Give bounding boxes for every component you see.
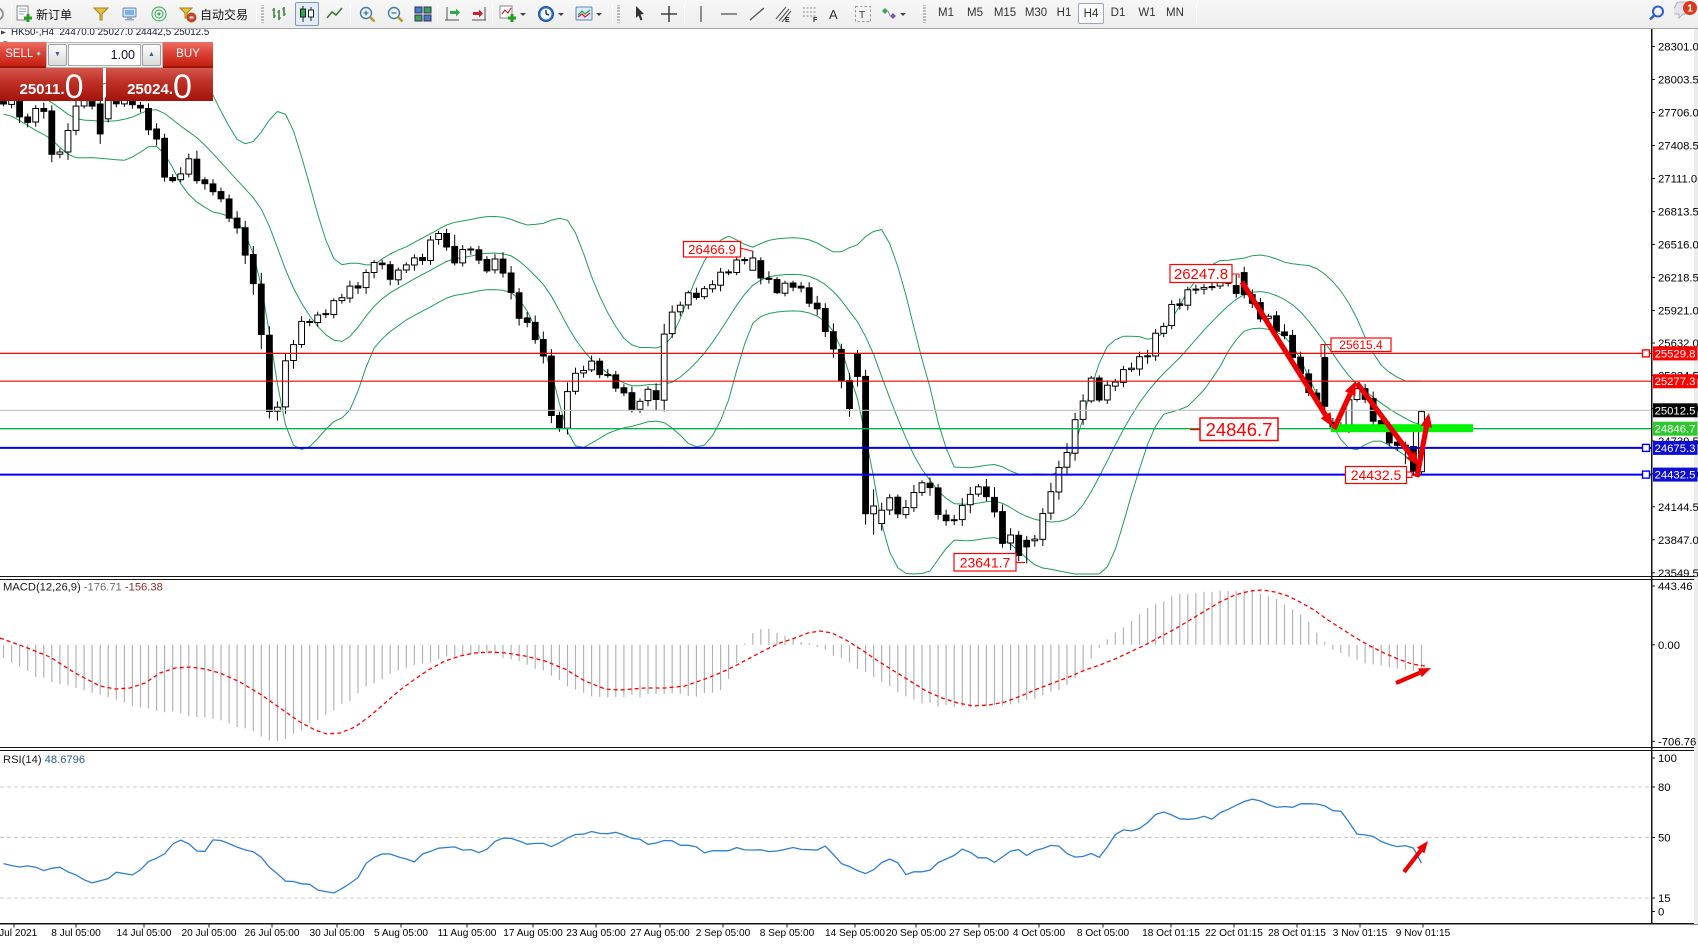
svg-text:27111.0: 27111.0: [1658, 174, 1697, 186]
svg-text:25277.3: 25277.3: [1655, 376, 1696, 388]
svg-text:80: 80: [1658, 782, 1671, 794]
svg-text:15: 15: [1658, 893, 1671, 905]
svg-text:25921.0: 25921.0: [1658, 306, 1698, 318]
svg-text:28 Oct 01:15: 28 Oct 01:15: [1268, 928, 1326, 939]
svg-text:20 Jul 05:00: 20 Jul 05:00: [182, 928, 237, 939]
svg-text:24846.7: 24846.7: [1655, 424, 1696, 436]
svg-text:8 Sep 05:00: 8 Sep 05:00: [760, 928, 815, 939]
svg-text:-706.76: -706.76: [1658, 736, 1696, 748]
svg-text:23847.0: 23847.0: [1658, 535, 1698, 547]
svg-text:3 Nov 01:15: 3 Nov 01:15: [1333, 928, 1388, 939]
svg-text:23641.7: 23641.7: [960, 554, 1011, 570]
svg-text:26247.8: 26247.8: [1174, 266, 1228, 283]
svg-text:24675.3: 24675.3: [1655, 443, 1696, 455]
svg-text:0.00: 0.00: [1658, 640, 1680, 652]
svg-text:27408.5: 27408.5: [1658, 141, 1698, 153]
svg-text:50: 50: [1658, 833, 1671, 845]
svg-text:23549.5: 23549.5: [1658, 568, 1698, 580]
svg-text:5 Aug 05:00: 5 Aug 05:00: [374, 928, 428, 939]
svg-text:0: 0: [1658, 907, 1664, 919]
svg-text:30 Jul 05:00: 30 Jul 05:00: [310, 928, 365, 939]
svg-text:8 Jul 05:00: 8 Jul 05:00: [51, 928, 101, 939]
svg-text:25012.5: 25012.5: [1655, 405, 1696, 417]
svg-text:23 Aug 05:00: 23 Aug 05:00: [566, 928, 626, 939]
svg-text:HK50-,H4 24470.0 25027.0 2444: HK50-,H4 24470.0 25027.0 24442,5 25012.5: [11, 27, 210, 38]
svg-text:MACD(12,26,9) -176.71 -156.38: MACD(12,26,9) -176.71 -156.38: [3, 582, 163, 594]
svg-text:1: 1: [1687, 4, 1693, 15]
svg-text:2 Sep 05:00: 2 Sep 05:00: [696, 928, 751, 939]
svg-text:25615.4: 25615.4: [1339, 338, 1383, 352]
svg-text:100: 100: [1658, 753, 1677, 765]
svg-text:18 Oct 01:15: 18 Oct 01:15: [1142, 928, 1200, 939]
svg-text:26466.9: 26466.9: [688, 242, 736, 257]
svg-text:26218.5: 26218.5: [1658, 273, 1698, 285]
svg-text:20 Sep 05:00: 20 Sep 05:00: [886, 928, 946, 939]
svg-text:8 Oct 05:00: 8 Oct 05:00: [1077, 928, 1130, 939]
svg-text:27706.0: 27706.0: [1658, 108, 1698, 120]
svg-text:F: F: [813, 17, 818, 23]
svg-text:27 Aug 05:00: 27 Aug 05:00: [630, 928, 690, 939]
svg-text:26813.5: 26813.5: [1658, 207, 1698, 219]
svg-text:26516.0: 26516.0: [1658, 240, 1698, 252]
svg-text:14 Sep 05:00: 14 Sep 05:00: [825, 928, 885, 939]
svg-text:RSI(14) 48.6796: RSI(14) 48.6796: [3, 754, 85, 766]
svg-text:24432.5: 24432.5: [1655, 470, 1696, 482]
svg-text:14 Jul 05:00: 14 Jul 05:00: [117, 928, 172, 939]
svg-text:26 Jul 05:00: 26 Jul 05:00: [245, 928, 300, 939]
svg-text:22 Oct 01:15: 22 Oct 01:15: [1205, 928, 1263, 939]
svg-text:27 Sep 05:00: 27 Sep 05:00: [949, 928, 1009, 939]
svg-text:24846.7: 24846.7: [1206, 419, 1273, 440]
svg-text:9 Nov 01:15: 9 Nov 01:15: [1396, 928, 1451, 939]
svg-text:11 Aug 05:00: 11 Aug 05:00: [438, 928, 497, 939]
svg-text:24432.5: 24432.5: [1351, 467, 1402, 483]
svg-text:28301.0: 28301.0: [1658, 42, 1698, 54]
svg-text:5 Jul 2021: 5 Jul 2021: [0, 928, 38, 939]
svg-text:T: T: [859, 10, 865, 21]
svg-text:4 Oct 05:00: 4 Oct 05:00: [1013, 928, 1066, 939]
svg-text:E: E: [785, 17, 790, 23]
svg-text:28003.5: 28003.5: [1658, 75, 1698, 87]
svg-text:25529.8: 25529.8: [1655, 348, 1696, 360]
svg-text:24144.5: 24144.5: [1658, 502, 1698, 514]
svg-text:17 Aug 05:00: 17 Aug 05:00: [503, 928, 563, 939]
svg-text:443.46: 443.46: [1658, 581, 1693, 593]
